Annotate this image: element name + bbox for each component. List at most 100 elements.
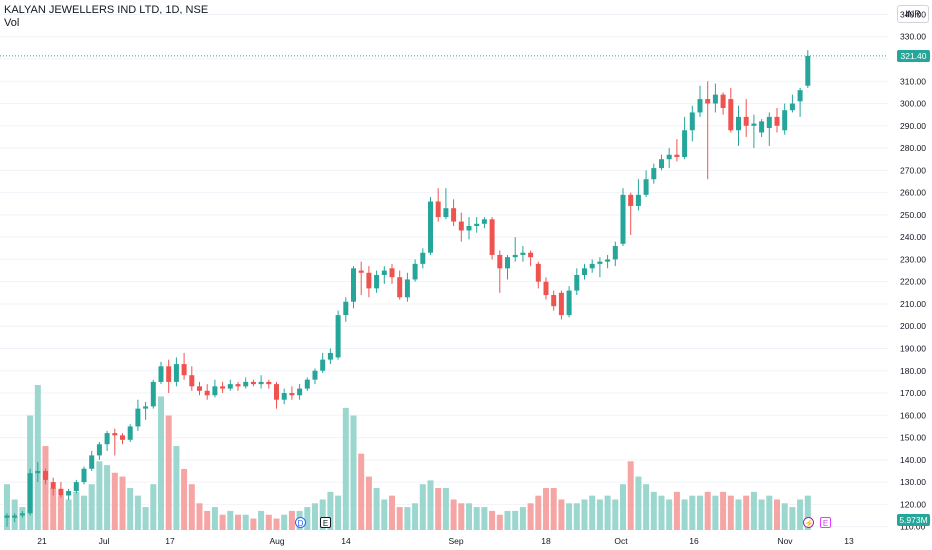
volume-bar [766,495,773,530]
candle [766,112,772,146]
candle [659,154,664,171]
volume-bar [758,499,765,530]
candle [274,381,279,409]
candle [27,468,33,516]
y-axis[interactable]: 110.00 120.00 130.00 140.00 150.00 160.00 170.… [900,9,926,531]
candle [789,94,795,113]
symbol-title[interactable]: KALYAN JEWELLERS IND LTD, 1D, NSE [4,4,209,16]
candle [35,462,41,483]
candle [112,428,118,456]
volume-bar [658,495,665,530]
candle [728,87,734,133]
volume-bar [627,461,634,530]
candle [512,237,518,262]
candle [535,261,541,289]
volume-bar [181,468,188,530]
volume-bar [365,476,372,530]
volume-bar [327,491,334,530]
y-tick-label: 140.00 [900,455,926,465]
volume-bar [4,484,10,530]
candle [327,348,333,365]
candle [189,366,195,391]
x-tick-label: Jul [99,536,110,546]
volume-bar [543,488,549,530]
volume-bar [242,514,249,530]
volume-bar [558,499,565,530]
candle [158,361,164,385]
volume-bar [412,503,419,530]
volume-bar [743,495,750,530]
y-tick-label: 250.00 [900,210,926,220]
candle [736,105,741,146]
volume-bar [381,499,388,530]
earnings-marker[interactable]: E [820,517,831,528]
dividend-marker[interactable]: D [295,517,306,528]
chart-grid [0,13,888,528]
volume-bar [404,507,411,530]
candle [397,270,403,300]
candle [250,379,256,387]
candle [343,297,349,322]
candle [774,107,780,133]
volume-bar [620,484,626,530]
volume-bars [4,385,811,530]
candle [389,263,395,284]
volume-bar [142,507,149,530]
candle [697,85,703,117]
volume-bar [235,514,241,530]
volume-bar [450,499,457,530]
volume-bar [258,510,265,530]
y-tick-label: 180.00 [900,366,926,376]
volume-bar [535,495,542,530]
candle [181,352,187,380]
volume-bar [673,491,680,530]
candle [458,212,464,242]
candle [543,277,549,300]
volume-bar [566,503,573,530]
candle [474,217,480,233]
volume-bar [643,484,650,530]
volume-bar [612,499,619,530]
candle [597,257,603,278]
x-tick-label: 18 [541,536,551,546]
candle [58,482,64,498]
y-tick-label: 270.00 [900,165,926,175]
candle [643,170,649,198]
candle [558,290,564,320]
volume-bar [704,491,711,530]
candle [589,259,595,273]
volume-bar [81,495,87,530]
y-tick-label: 260.00 [900,188,926,198]
y-tick-label: 220.00 [900,277,926,287]
volume-bar [134,495,141,530]
y-tick-label: 190.00 [900,343,926,353]
candle [66,488,72,500]
candle [551,290,557,311]
candle [620,188,626,247]
candle [605,254,611,269]
candle [150,379,156,409]
volume-bar [158,396,164,530]
candle [281,388,287,405]
volume-bar [427,480,434,530]
candle [235,381,241,391]
volume-bar [750,491,757,530]
candle [635,179,641,211]
y-tick-label: 110.00 [900,522,926,532]
earnings-marker[interactable]: E [320,517,331,528]
y-tick-label: 170.00 [900,388,926,398]
candle [81,466,87,485]
volume-label[interactable]: Vol [4,17,20,29]
candle [374,270,380,293]
x-axis[interactable]: 21 Jul 17 Aug 14 Sep 18 Oct 16 Nov 13 [37,536,854,546]
volume-bar [735,499,742,530]
volume-bar [19,507,26,530]
candle [451,199,457,227]
currency-button[interactable]: INR [897,5,929,23]
candle [412,259,418,282]
volume-bar [419,484,426,530]
candle [12,513,18,523]
candle [582,263,587,280]
split-marker[interactable]: ⚡ [803,517,814,528]
